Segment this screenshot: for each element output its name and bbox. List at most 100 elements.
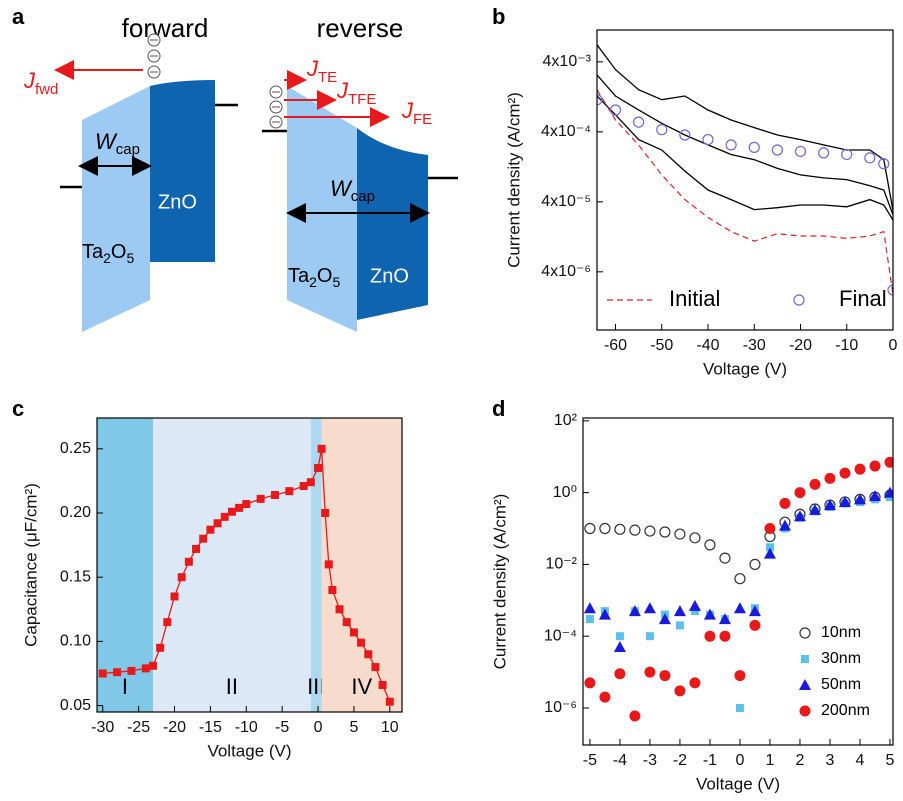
marker bbox=[749, 619, 761, 631]
region-label: I bbox=[122, 674, 128, 699]
marker bbox=[628, 605, 641, 617]
marker bbox=[148, 661, 157, 670]
marker bbox=[314, 464, 323, 473]
marker bbox=[299, 482, 308, 491]
marker bbox=[853, 493, 866, 505]
plot-data bbox=[597, 44, 893, 296]
panel-label: d bbox=[492, 396, 505, 421]
y-tick-label: 4x10⁻⁴ bbox=[541, 123, 591, 140]
marker bbox=[585, 615, 594, 624]
plot-frame bbox=[96, 417, 403, 713]
marker bbox=[748, 605, 761, 617]
symbol: J bbox=[401, 98, 414, 123]
y-tick-label: 10⁻² bbox=[545, 556, 577, 573]
y-tick-label: 0.20 bbox=[60, 504, 91, 521]
marker bbox=[818, 147, 830, 159]
diagram-title: reverse bbox=[317, 13, 404, 43]
marker bbox=[113, 668, 122, 677]
marker bbox=[824, 472, 836, 484]
marker bbox=[658, 613, 671, 625]
zno-label: ZnO bbox=[158, 191, 197, 213]
y-tick-label: 10⁻⁴ bbox=[544, 627, 577, 644]
electrons bbox=[269, 85, 283, 129]
series-line bbox=[597, 89, 893, 295]
x-tick-label: 1 bbox=[766, 752, 775, 769]
text: Ta bbox=[288, 265, 310, 287]
plot-frame bbox=[596, 29, 894, 331]
series-line bbox=[597, 95, 893, 221]
x-tick-label: 0 bbox=[735, 752, 744, 769]
marker bbox=[220, 512, 229, 521]
marker bbox=[799, 705, 811, 717]
marker bbox=[633, 116, 645, 128]
marker bbox=[801, 655, 809, 663]
current-label: JTE bbox=[306, 56, 337, 86]
marker bbox=[644, 525, 656, 537]
y-tick-label: 0.15 bbox=[60, 568, 91, 585]
x-tick-label: -30 bbox=[91, 719, 114, 736]
x-tick-label: -5 bbox=[583, 752, 597, 769]
y-tick-label: 10⁰ bbox=[553, 484, 577, 501]
marker bbox=[809, 478, 821, 490]
marker bbox=[342, 618, 351, 627]
marker bbox=[598, 608, 611, 620]
symbol: W bbox=[330, 176, 353, 201]
marker bbox=[734, 670, 746, 682]
marker bbox=[270, 491, 279, 500]
marker bbox=[597, 94, 603, 106]
subscript: 5 bbox=[126, 250, 134, 266]
y-axis-label: Current density (A/cm²) bbox=[504, 92, 523, 268]
marker bbox=[702, 133, 714, 146]
marker bbox=[98, 669, 107, 678]
marker bbox=[609, 104, 622, 116]
subscript: 2 bbox=[103, 250, 111, 266]
x-tick-label: -4 bbox=[613, 752, 627, 769]
marker bbox=[748, 141, 760, 153]
x-tick-label: 10 bbox=[381, 719, 399, 736]
x-tick-label: -10 bbox=[235, 719, 258, 736]
marker bbox=[328, 586, 337, 595]
series-line bbox=[597, 74, 893, 216]
marker bbox=[644, 666, 656, 678]
region-label: IV bbox=[351, 674, 372, 699]
marker bbox=[242, 500, 251, 509]
x-tick-label: -1 bbox=[703, 752, 717, 769]
legend-label: 30nm bbox=[821, 650, 861, 667]
marker bbox=[733, 602, 746, 614]
text: O bbox=[317, 265, 333, 287]
x-tick-label: -20 bbox=[789, 337, 812, 354]
x-tick-label: 0 bbox=[889, 337, 898, 354]
marker bbox=[613, 640, 626, 652]
x-tick-label: -40 bbox=[696, 337, 719, 354]
x-tick-label: -20 bbox=[163, 719, 186, 736]
oxide-band bbox=[82, 86, 150, 332]
marker bbox=[793, 294, 805, 306]
oxide-band bbox=[287, 86, 357, 332]
plot-data bbox=[98, 444, 394, 706]
marker bbox=[192, 544, 201, 553]
x-axis-label: Voltage (V) bbox=[703, 359, 787, 378]
marker bbox=[868, 490, 881, 502]
marker bbox=[864, 152, 876, 164]
symbol: J bbox=[23, 68, 36, 93]
subscript: TE bbox=[318, 69, 337, 86]
symbol: J bbox=[306, 56, 319, 81]
marker bbox=[771, 144, 783, 156]
marker bbox=[583, 602, 596, 614]
marker bbox=[679, 129, 691, 141]
panel-label: b bbox=[492, 4, 505, 29]
x-tick-label: 0 bbox=[314, 719, 323, 736]
marker bbox=[688, 599, 701, 611]
marker bbox=[163, 618, 172, 627]
region bbox=[310, 418, 322, 712]
symbol: W bbox=[95, 129, 118, 154]
marker bbox=[794, 145, 807, 158]
marker bbox=[793, 510, 806, 522]
x-tick-label: -3 bbox=[643, 752, 657, 769]
x-tick-label: 5 bbox=[349, 719, 358, 736]
x-tick-label: -60 bbox=[604, 337, 627, 354]
marker bbox=[306, 478, 315, 487]
x-tick-label: -2 bbox=[673, 752, 687, 769]
marker bbox=[371, 663, 380, 672]
marker bbox=[629, 710, 641, 722]
